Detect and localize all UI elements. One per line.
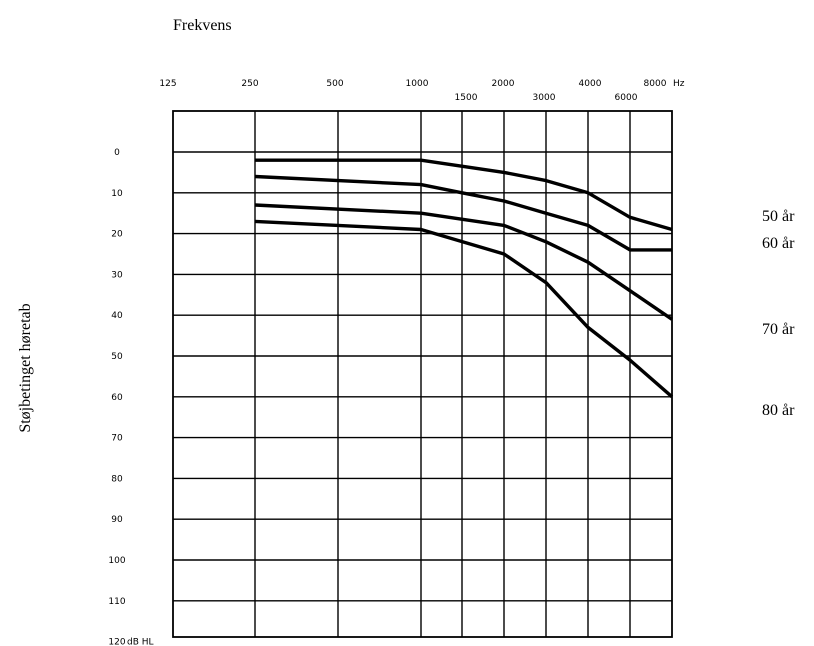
x-tick-label: 4000 [579,79,602,89]
y-axis-label: Støjbetinget høretab [17,303,34,432]
series-labels: 50 år 60 år 70 år 80 år [762,208,795,419]
series-lines [254,158,674,399]
y-tick-label: 40 [111,311,123,321]
grid [172,110,673,638]
x-tick-label: 125 [159,79,176,89]
y-tick-label: 70 [111,434,123,444]
x-tick-label: 8000 [644,79,667,89]
chart-title: Frekvens [173,17,232,34]
series-label: 50 år [762,208,795,225]
y-tick-label: 50 [111,352,123,362]
plot-frame [172,110,673,638]
y-tick-label: 30 [111,270,123,280]
x-tick-label: 3000 [533,93,556,103]
series-label: 60 år [762,235,795,252]
y-tick-label: 0 [114,148,120,158]
y-tick-labels: 0 10 20 30 40 50 60 70 80 90 100 110 120 dB HL [108,148,153,646]
x-tick-labels: 125 250 500 1000 2000 4000 8000 Hz 1500 3000 6000 [159,79,684,103]
x-tick-label: 1500 [455,93,478,103]
x-tick-label: 250 [241,79,258,89]
series-line [255,158,673,232]
series-line [254,219,674,399]
x-tick-label: 1000 [406,79,429,89]
series-line [254,203,673,321]
y-tick-label: 120 [108,638,125,646]
series-line [254,174,672,252]
y-tick-label: 60 [111,393,123,403]
y-tick-label: 110 [108,597,125,607]
series-label: 80 år [762,402,795,419]
y-tick-label: 80 [111,474,123,484]
series-label: 70 år [762,321,795,338]
y-tick-label: 100 [108,556,125,566]
y-tick-label: 90 [111,515,123,525]
y-tick-label: 20 [111,230,123,240]
x-unit-label: Hz [673,79,685,89]
x-tick-label: 500 [326,79,343,89]
x-tick-label: 6000 [615,93,638,103]
y-tick-label: 10 [111,189,123,199]
x-tick-label: 2000 [492,79,515,89]
y-unit-label: dB HL [127,638,154,646]
